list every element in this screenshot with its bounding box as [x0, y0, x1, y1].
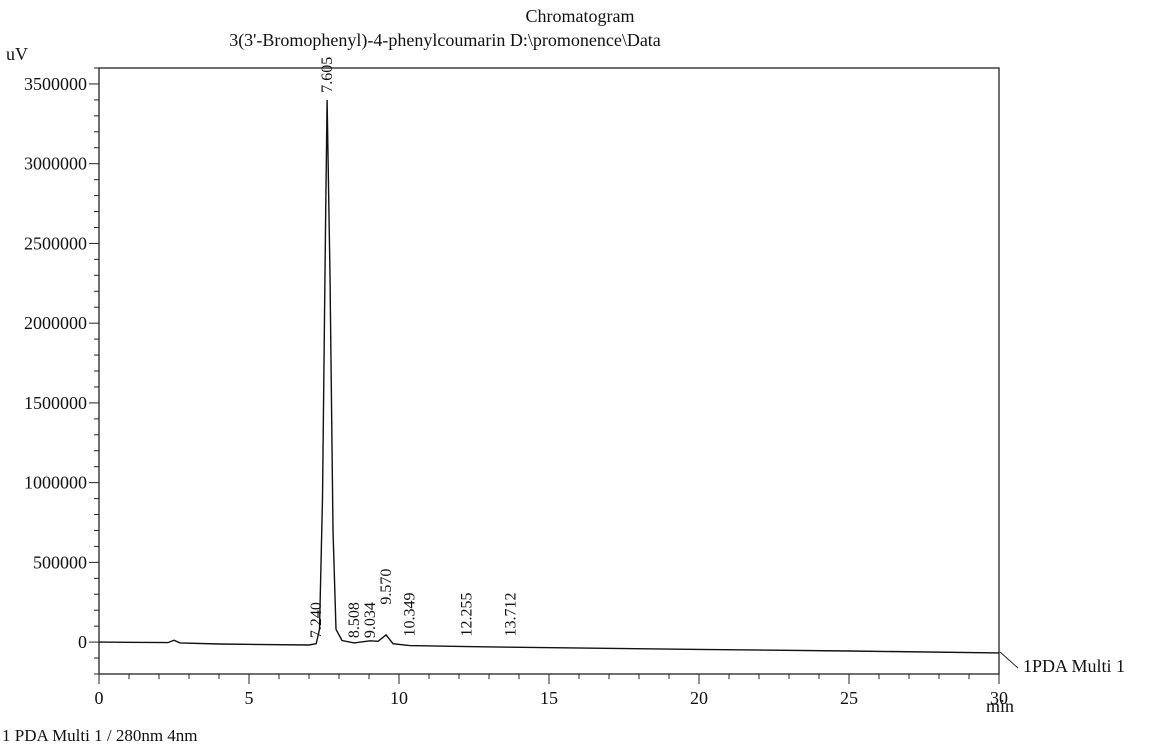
peak-label-7-240: 7.240 — [308, 602, 325, 638]
x-tick-label: 30 — [990, 688, 1008, 708]
x-tick-label: 10 — [390, 688, 408, 708]
peak-label-9-034: 9.034 — [362, 602, 379, 638]
y-tick-label: 0 — [78, 632, 87, 652]
peak-label-13-712: 13.712 — [502, 593, 519, 637]
chart-title: Chromatogram — [526, 6, 635, 26]
legend-entry-1pda-multi-1: 1PDA Multi 1 — [1023, 656, 1125, 676]
series-1pda-multi-1 — [98, 99, 1000, 654]
x-axis-ticks: 0 5 10 15 20 25 30 — [95, 674, 1008, 708]
y-tick-label: 1500000 — [24, 393, 87, 413]
y-tick-label: 3000000 — [24, 154, 87, 174]
peak-label-12-255: 12.255 — [459, 593, 476, 637]
plot-frame — [98, 67, 1000, 675]
x-axis-label: min — [986, 696, 1014, 716]
x-tick-label: 5 — [245, 688, 254, 708]
peak-label-10-349: 10.349 — [402, 593, 419, 637]
y-axis-label: uV — [6, 44, 28, 64]
peak-label-7-605: 7.605 — [319, 57, 336, 93]
chart-subtitle: 3(3'-Bromophenyl)-4-phenylcoumarin D:\pr… — [229, 30, 661, 51]
y-tick-label: 3500000 — [24, 74, 87, 94]
x-tick-label: 0 — [95, 688, 104, 708]
legend-leader-line — [999, 651, 1019, 669]
peak-label-8-508: 8.508 — [346, 602, 363, 638]
y-tick-label: 500000 — [33, 552, 87, 572]
x-tick-label: 25 — [840, 688, 858, 708]
x-tick-label: 15 — [540, 688, 558, 708]
peak-label-9-570: 9.570 — [378, 569, 395, 605]
y-axis-ticks: 0 500000 1000000 1500000 2000000 2500000 30000… — [24, 67, 99, 675]
y-tick-label: 2500000 — [24, 233, 87, 253]
y-tick-label: 2000000 — [24, 313, 87, 333]
x-tick-label: 20 — [690, 688, 708, 708]
footer-note: 1 PDA Multi 1 / 280nm 4nm — [2, 726, 198, 745]
y-tick-label: 1000000 — [24, 473, 87, 493]
